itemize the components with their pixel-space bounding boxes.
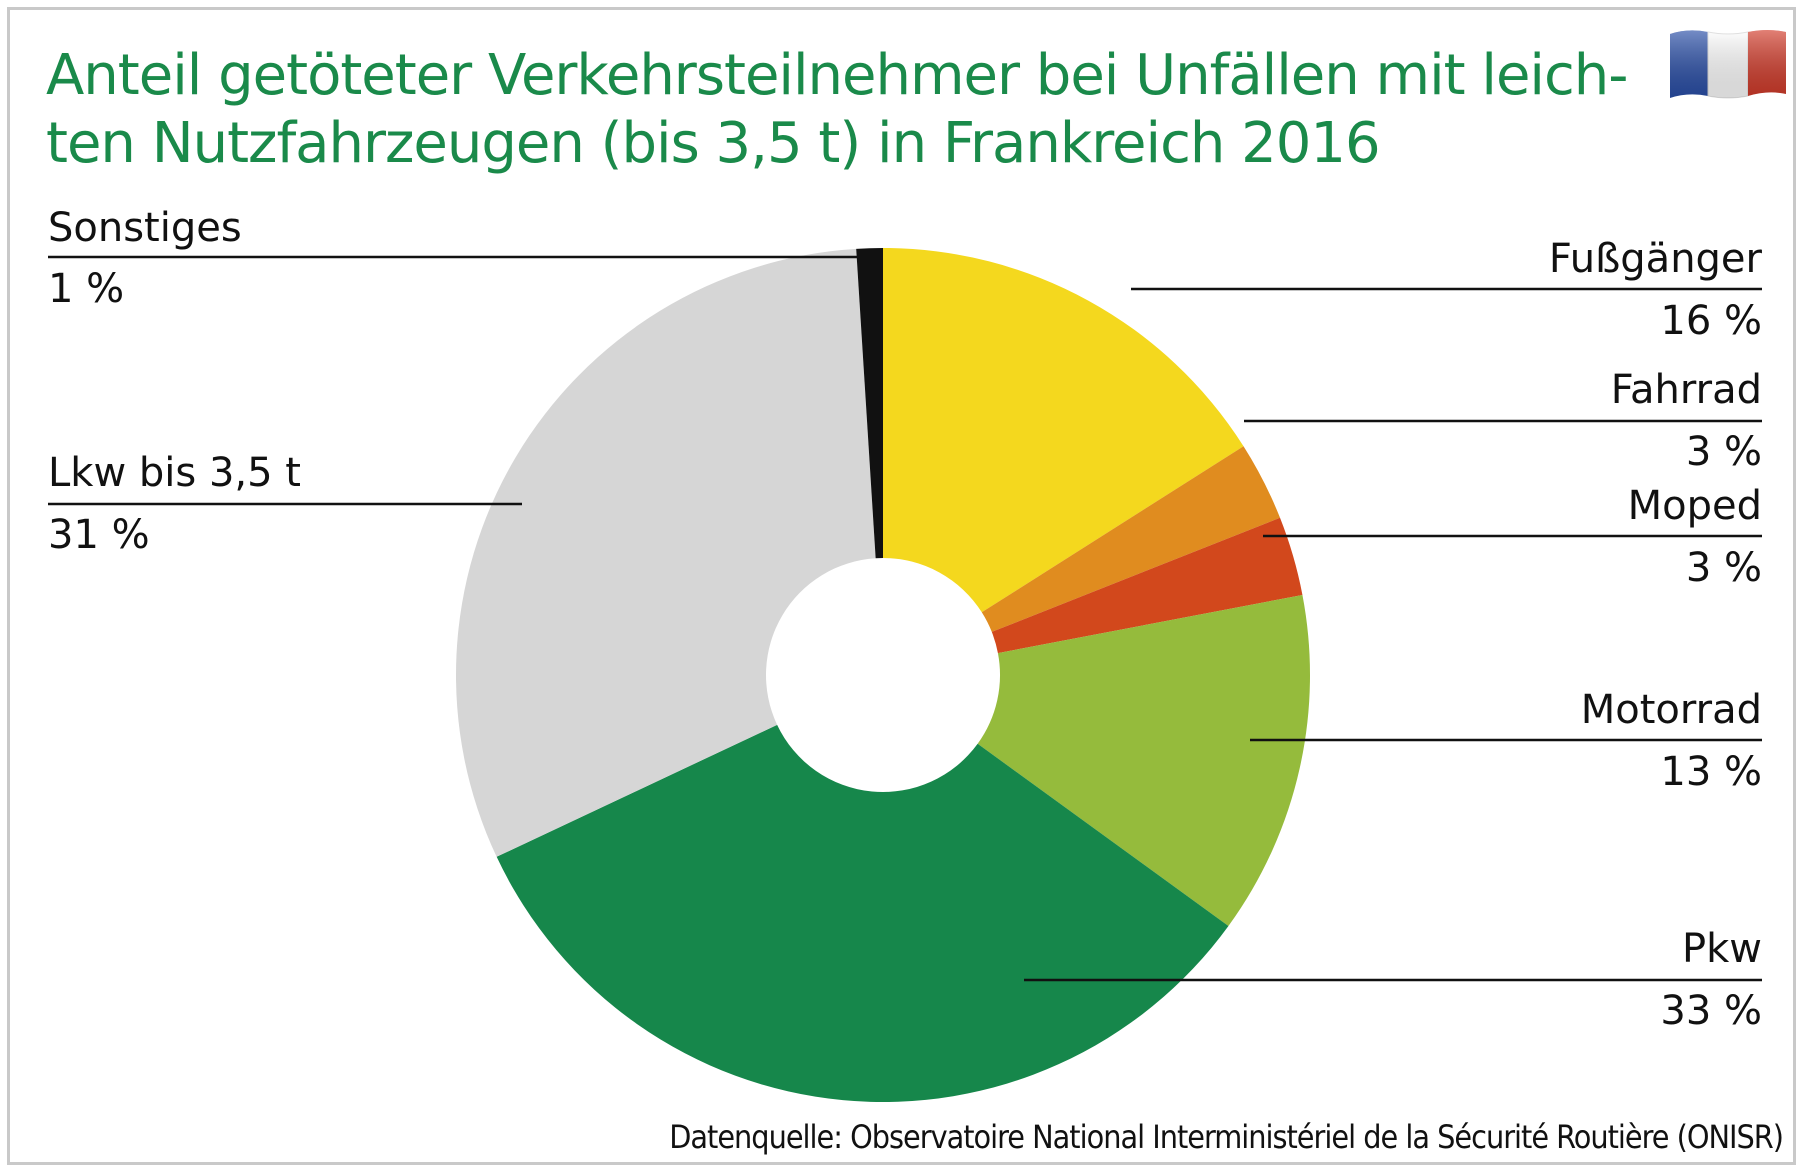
france-flag-icon <box>1670 30 1786 99</box>
slice-value-moped: 3 % <box>1685 545 1762 591</box>
chart-title: Anteil getöteter Verkehrsteilnehmer bei … <box>46 42 1628 178</box>
pie-slice-fahrrad <box>981 446 1281 632</box>
slice-value-fußgänger: 16 % <box>1660 298 1762 344</box>
slice-label-motorrad: Motorrad <box>1580 687 1762 733</box>
slice-value-fahrrad: 3 % <box>1685 429 1762 475</box>
chart-title-line-1: Anteil getöteter Verkehrsteilnehmer bei … <box>46 43 1628 108</box>
slice-label-sonstiges: Sonstiges <box>48 205 242 251</box>
pie-slice-pkw <box>496 724 1229 1102</box>
slice-label-pkw: Pkw <box>1682 926 1762 972</box>
data-source-note: Datenquelle: Observatoire National Inter… <box>669 1118 1784 1156</box>
chart-title-line-2: ten Nutzfahrzeugen (bis 3,5 t) in Frankr… <box>46 111 1381 176</box>
pie-slice-motorrad <box>977 594 1310 926</box>
slice-value-pkw: 33 % <box>1660 988 1762 1034</box>
slice-label-fußgänger: Fußgänger <box>1548 236 1762 282</box>
slice-value-lkw-bis-3-5-t: 31 % <box>48 512 150 558</box>
pie-slice-fußgänger <box>883 248 1244 613</box>
pie-slice-lkw-bis-3-5-t <box>456 248 876 857</box>
slice-label-moped: Moped <box>1627 483 1762 529</box>
slice-label-lkw-bis-3-5-t: Lkw bis 3,5 t <box>48 450 301 496</box>
slice-label-fahrrad: Fahrrad <box>1610 367 1762 413</box>
slice-value-motorrad: 13 % <box>1660 749 1762 795</box>
pie-slice-sonstiges <box>856 248 883 559</box>
pie-slice-moped <box>991 517 1303 654</box>
slice-value-sonstiges: 1 % <box>48 266 125 312</box>
